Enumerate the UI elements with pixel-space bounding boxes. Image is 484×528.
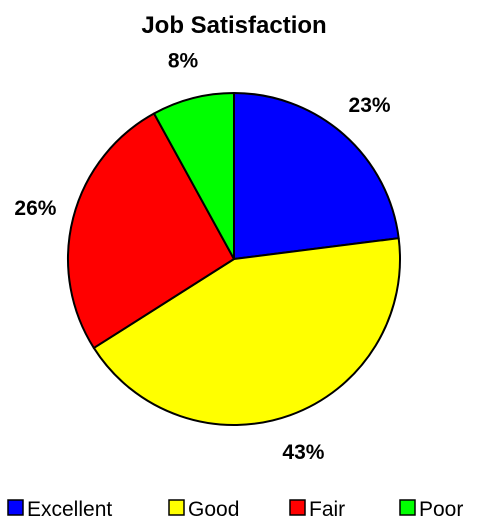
data-label-good: 43% — [282, 441, 324, 464]
legend-label-fair: Fair — [309, 498, 345, 521]
legend-swatch-excellent — [7, 499, 24, 516]
legend-swatch-poor — [399, 499, 416, 516]
pie-slice-fair — [67, 112, 235, 349]
pie-slice-poor — [153, 92, 235, 260]
pie-labels: 23% 43% 26% 8% — [14, 49, 390, 463]
pie-slice-excellent — [233, 92, 400, 260]
data-label-poor: 8% — [168, 49, 199, 72]
legend-label-good: Good — [188, 498, 239, 521]
chart-title: Job Satisfaction — [141, 12, 326, 39]
chart-legend: Excellent Good Fair Poor — [7, 498, 463, 521]
legend-label-poor: Poor — [419, 498, 463, 521]
pie-slice-good — [92, 237, 401, 426]
data-label-fair: 26% — [14, 197, 56, 220]
legend-label-excellent: Excellent — [27, 498, 112, 521]
data-label-excellent: 23% — [349, 94, 391, 117]
pie-slices — [67, 92, 401, 426]
legend-swatch-good — [168, 499, 185, 516]
legend-swatch-fair — [289, 499, 306, 516]
